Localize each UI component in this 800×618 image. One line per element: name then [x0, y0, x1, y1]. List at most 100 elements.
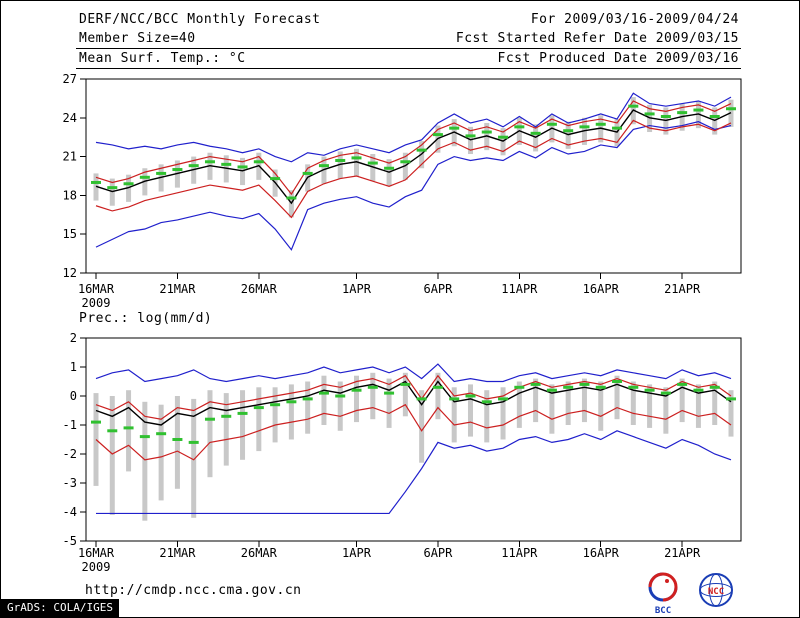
quartile-bar — [451, 387, 457, 443]
series-ensemble-max — [95, 363, 732, 383]
quartile-bar — [256, 387, 262, 452]
series-spread-lower — [95, 119, 732, 219]
quartile-bar — [598, 381, 604, 431]
quartile-bar — [679, 378, 685, 423]
quartile-bar — [484, 390, 490, 443]
member-size-label: Member Size=40 — [79, 31, 196, 46]
bcc-logo-mark — [648, 572, 678, 602]
x-tick-label: 16MAR — [78, 282, 115, 296]
y-tick-label: -4 — [63, 505, 77, 519]
header-divider-2 — [76, 68, 741, 69]
bcc-logo: BCC — [641, 571, 685, 616]
y-tick-label: 27 — [63, 72, 77, 86]
x-tick-label: 26MAR — [241, 282, 278, 296]
quartile-bar — [467, 384, 473, 437]
y-tick-label: 1 — [70, 360, 77, 374]
y-tick-label: 2 — [70, 331, 77, 345]
y-tick-label: -3 — [63, 476, 77, 490]
quartile-bar — [549, 384, 555, 434]
temperature-variable-label: Mean Surf. Temp.: °C — [79, 51, 246, 66]
quartile-bar — [500, 387, 506, 440]
refer-date-label: Fcst Started Refer Date 2009/03/15 — [455, 31, 739, 46]
quartile-bar — [614, 375, 620, 420]
ncc-logo-mark: NCC — [699, 573, 733, 607]
y-tick-label: 0 — [70, 389, 77, 403]
quartile-bar — [516, 381, 522, 428]
y-tick-label: -5 — [63, 534, 77, 548]
x-tick-label: 1APR — [342, 546, 372, 560]
quartile-bar — [695, 384, 701, 428]
series-spread-upper — [95, 100, 732, 196]
x-tick-label: 21APR — [664, 282, 701, 296]
y-tick-label: -2 — [63, 447, 77, 461]
quartile-bar — [386, 378, 392, 428]
y-tick-label: 24 — [63, 111, 77, 125]
series-ensemble-min — [96, 430, 732, 515]
quartile-bar — [142, 401, 148, 521]
x-tick-label: 1APR — [342, 282, 372, 296]
x-tick-label: 11APR — [501, 282, 538, 296]
quartile-bar — [712, 381, 718, 425]
series-ensemble-mean — [95, 380, 732, 426]
quartile-bar — [109, 396, 115, 515]
ncc-logo-text: NCC — [708, 587, 724, 597]
quartile-bar — [207, 390, 213, 478]
series-spread-upper — [95, 374, 732, 420]
forecast-range-label: For 2009/03/16-2009/04/24 — [530, 12, 739, 27]
y-tick-label: 15 — [63, 227, 77, 241]
quartile-bar — [565, 381, 571, 425]
quartile-bar — [419, 390, 425, 463]
quartile-bar — [126, 390, 132, 472]
quartile-bar — [337, 381, 343, 431]
produced-date-label: Fcst Produced Date 2009/03/16 — [497, 51, 739, 66]
x-year-label: 2009 — [82, 560, 111, 574]
bcc-logo-caption: BCC — [654, 606, 672, 616]
x-tick-label: 11APR — [501, 546, 538, 560]
series-ensemble-max — [95, 92, 732, 163]
y-tick-label: 21 — [63, 150, 77, 164]
header-divider-1 — [76, 48, 741, 49]
quartile-bar — [533, 378, 539, 423]
x-tick-label: 26MAR — [241, 546, 278, 560]
quartile-bar — [581, 378, 587, 423]
grads-credit-badge: GrADS: COLA/IGES — [1, 599, 119, 617]
source-url: http://cmdp.ncc.cma.gov.cn — [85, 583, 302, 598]
x-tick-label: 16MAR — [78, 546, 115, 560]
x-tick-label: 21MAR — [159, 282, 196, 296]
quartile-bar — [402, 372, 408, 417]
quartile-bar — [174, 396, 180, 489]
plot-frame — [85, 78, 742, 274]
quartile-bar — [158, 404, 164, 501]
quartile-bar — [223, 393, 229, 466]
x-tick-label: 16APR — [583, 282, 620, 296]
quartile-bar — [370, 372, 376, 420]
x-tick-label: 21MAR — [159, 546, 196, 560]
quartile-bar — [288, 384, 294, 440]
page-title: DERF/NCC/BCC Monthly Forecast — [79, 12, 321, 27]
plot-frame — [85, 337, 742, 542]
series-ensemble-mean — [95, 109, 732, 205]
y-tick-label: 12 — [63, 266, 77, 280]
x-tick-label: 16APR — [583, 546, 620, 560]
quartile-bar — [435, 372, 441, 420]
quartile-bar — [728, 390, 734, 437]
quartile-bar — [321, 375, 327, 425]
x-year-label: 2009 — [82, 296, 111, 310]
quartile-bar — [354, 375, 360, 423]
quartile-bar — [663, 387, 669, 434]
ncc-logo: NCC — [693, 571, 739, 615]
quartile-bar — [240, 390, 246, 460]
series-ensemble-min — [95, 121, 732, 251]
x-tick-label: 21APR — [664, 546, 701, 560]
y-tick-label: 18 — [63, 188, 77, 202]
quartile-bar — [272, 387, 278, 443]
series-spread-lower — [95, 403, 732, 461]
quartile-bar — [647, 384, 653, 428]
x-tick-label: 6APR — [423, 282, 453, 296]
precipitation-chart-title: Prec.: log(mm/d) — [79, 311, 213, 326]
quartile-bar — [630, 381, 636, 425]
x-tick-label: 6APR — [423, 546, 453, 560]
y-tick-label: -1 — [63, 418, 77, 432]
